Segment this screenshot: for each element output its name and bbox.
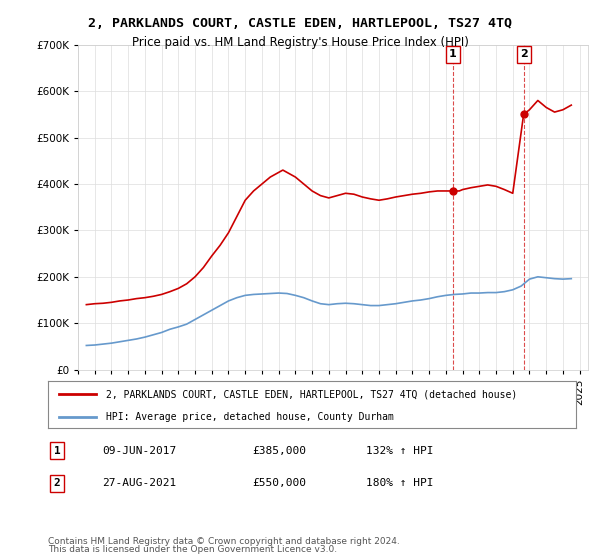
- Text: 180% ↑ HPI: 180% ↑ HPI: [366, 478, 433, 488]
- Text: 1: 1: [449, 49, 457, 59]
- Text: 09-JUN-2017: 09-JUN-2017: [102, 446, 176, 456]
- Text: Contains HM Land Registry data © Crown copyright and database right 2024.: Contains HM Land Registry data © Crown c…: [48, 537, 400, 546]
- Text: 1: 1: [53, 446, 61, 456]
- Text: 2, PARKLANDS COURT, CASTLE EDEN, HARTLEPOOL, TS27 4TQ (detached house): 2, PARKLANDS COURT, CASTLE EDEN, HARTLEP…: [106, 389, 517, 399]
- Text: This data is licensed under the Open Government Licence v3.0.: This data is licensed under the Open Gov…: [48, 545, 337, 554]
- Text: 27-AUG-2021: 27-AUG-2021: [102, 478, 176, 488]
- Text: HPI: Average price, detached house, County Durham: HPI: Average price, detached house, Coun…: [106, 412, 394, 422]
- Point: [448, 186, 458, 195]
- Text: £550,000: £550,000: [252, 478, 306, 488]
- Text: 2: 2: [53, 478, 61, 488]
- Text: 2, PARKLANDS COURT, CASTLE EDEN, HARTLEPOOL, TS27 4TQ: 2, PARKLANDS COURT, CASTLE EDEN, HARTLEP…: [88, 17, 512, 30]
- Point: [519, 110, 529, 119]
- Text: 132% ↑ HPI: 132% ↑ HPI: [366, 446, 433, 456]
- Text: £385,000: £385,000: [252, 446, 306, 456]
- Text: Price paid vs. HM Land Registry's House Price Index (HPI): Price paid vs. HM Land Registry's House …: [131, 36, 469, 49]
- Text: 2: 2: [520, 49, 528, 59]
